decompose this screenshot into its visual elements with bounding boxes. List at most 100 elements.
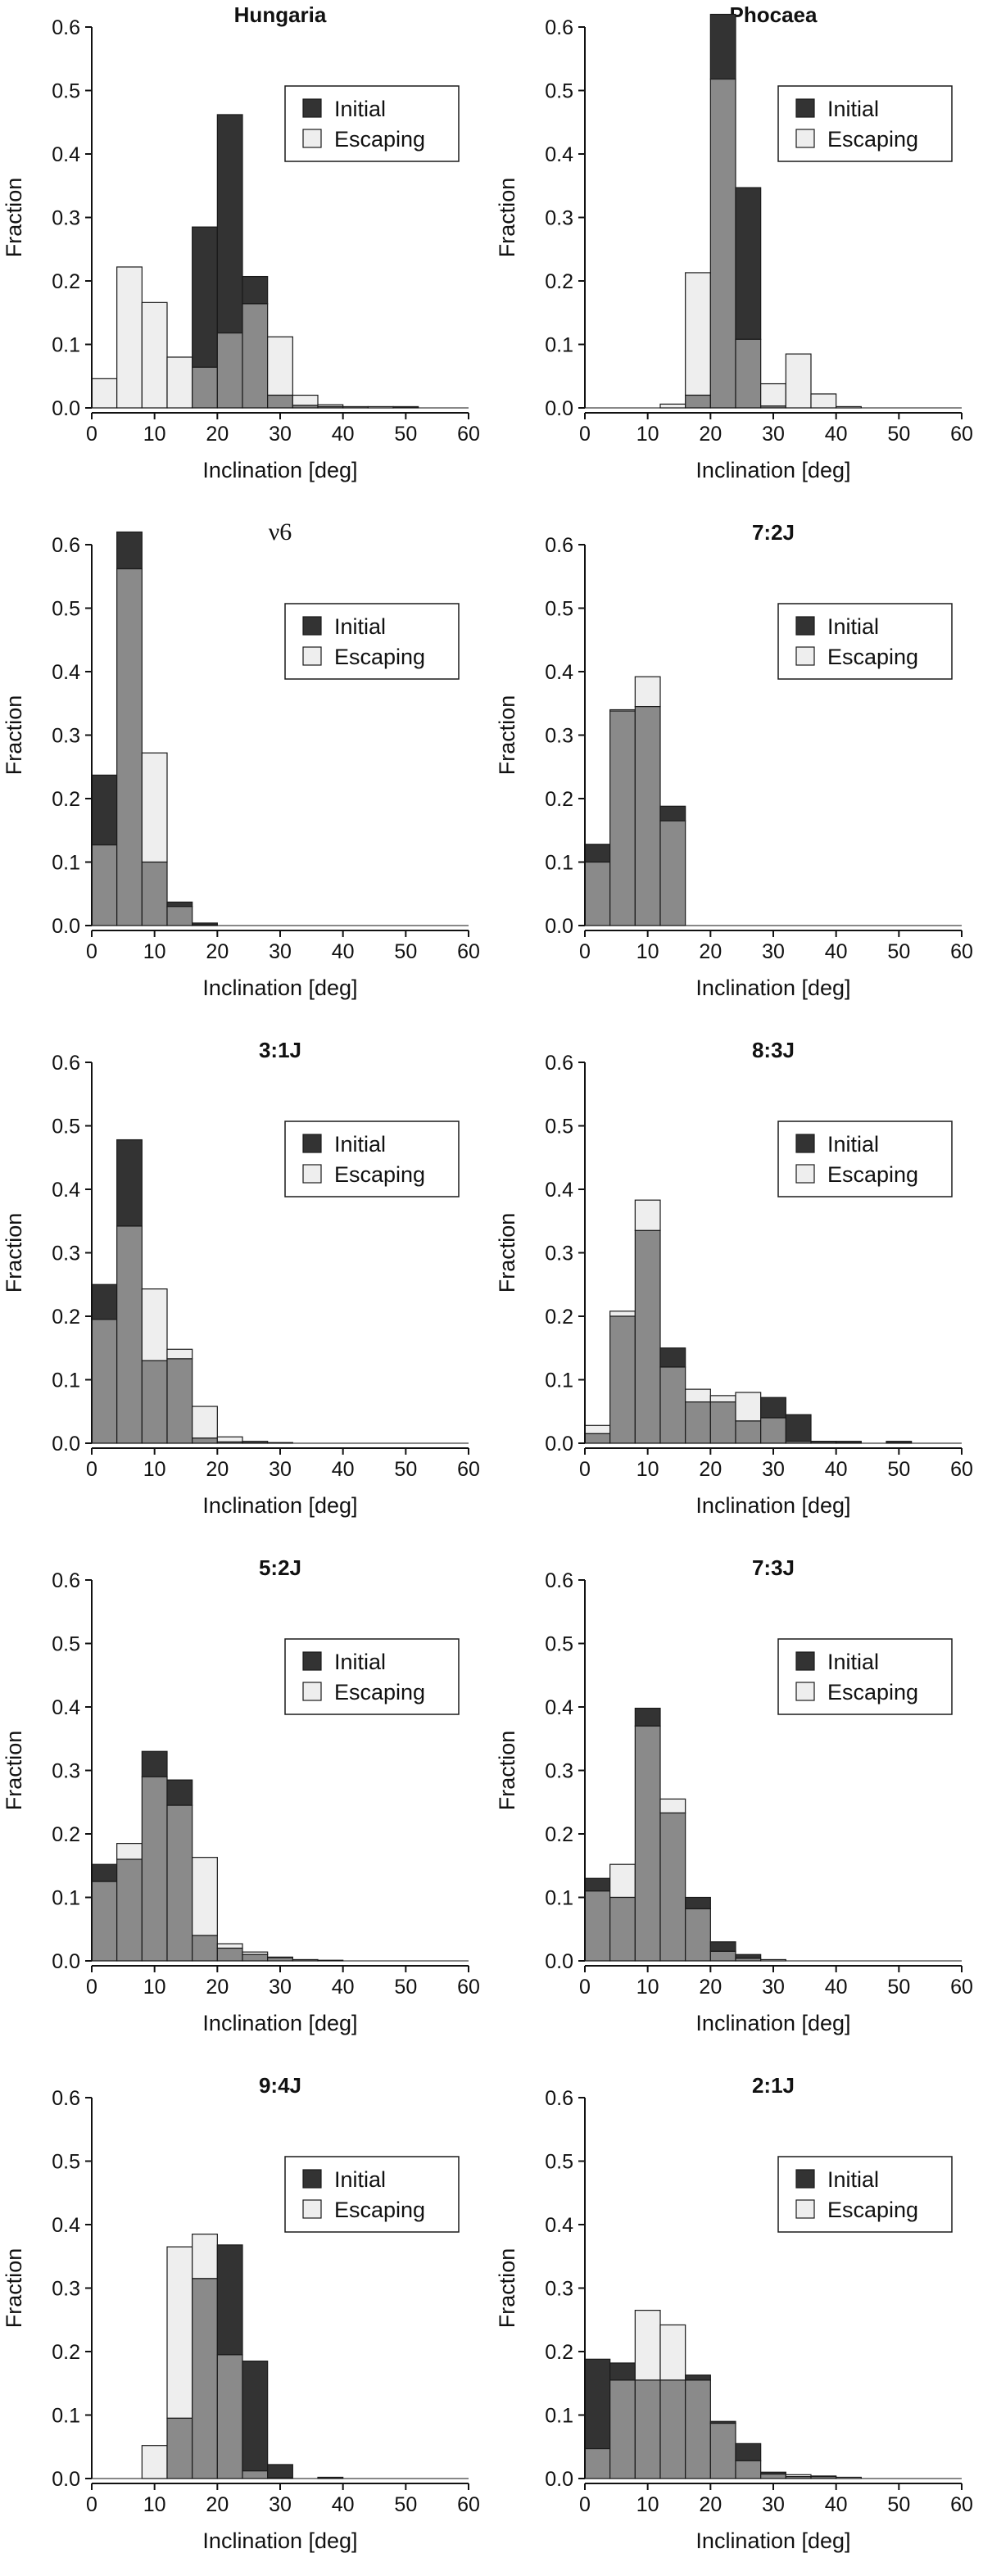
y-tick-label: 0.4 [52, 1696, 80, 1719]
x-tick-label: 0 [86, 1976, 97, 1999]
x-tick-label: 10 [636, 940, 659, 963]
overlap-bar [609, 2379, 636, 2479]
y-axis-label: Fraction [495, 1213, 519, 1293]
overlap-bar [735, 2460, 762, 2479]
escaping-bar [116, 266, 143, 409]
y-tick-label: 0.3 [52, 2278, 80, 2301]
panel-title: 7:2J [752, 520, 795, 545]
overlap-bar [709, 2422, 736, 2479]
y-tick-label: 0.0 [52, 915, 80, 938]
initial-bar [91, 1283, 118, 1320]
escaping-bar [166, 1348, 193, 1360]
overlap-bar [242, 1954, 269, 1962]
overlap-bar [216, 332, 243, 409]
x-tick-label: 50 [887, 2493, 910, 2516]
escaping-bar [141, 301, 168, 409]
legend-initial-label: Initial [827, 1650, 879, 1674]
overlap-bar [216, 2354, 243, 2479]
y-axis-label: Fraction [2, 1731, 26, 1811]
initial-bar [785, 1414, 812, 1442]
overlap-bar [192, 1437, 218, 1444]
y-tick-label: 0.6 [52, 1569, 80, 1592]
legend-box [777, 2156, 953, 2233]
escaping-bar [609, 1863, 636, 1899]
initial-bar [242, 275, 269, 305]
legend-escaping-label: Escaping [827, 645, 918, 669]
y-axis-label: Fraction [2, 695, 26, 776]
overlap-bar [760, 1417, 786, 1444]
x-tick-label: 50 [887, 1976, 910, 1999]
legend-escaping-label: Escaping [827, 127, 918, 152]
legend-initial-swatch [795, 616, 815, 636]
initial-bar [216, 114, 243, 334]
escaping-bar [709, 1395, 736, 1403]
legend-escaping-label: Escaping [334, 2198, 425, 2222]
legend-initial-label: Initial [334, 2167, 386, 2192]
overlap-bar [91, 1881, 118, 1962]
x-tick-label: 0 [86, 2493, 97, 2516]
x-tick-label: 40 [332, 2493, 355, 2516]
escaping-bar [685, 272, 711, 396]
y-tick-label: 0.6 [545, 16, 573, 39]
escaping-bar [192, 2234, 218, 2279]
y-tick-label: 0.2 [52, 1823, 80, 1846]
y-tick-label: 0.2 [52, 1306, 80, 1329]
y-tick-label: 0.6 [52, 16, 80, 39]
y-axis-label: Fraction [495, 695, 519, 776]
y-tick-label: 0.1 [545, 1369, 573, 1392]
initial-bar [735, 2442, 762, 2461]
y-tick-label: 0.5 [545, 1633, 573, 1656]
x-tick-label: 10 [636, 1458, 659, 1481]
legend-initial-swatch [795, 1651, 815, 1671]
y-tick-label: 0.2 [52, 788, 80, 811]
legend-initial-swatch [302, 1134, 322, 1153]
overlap-bar [659, 820, 686, 926]
overlap-bar [634, 706, 661, 926]
x-tick-label: 0 [579, 940, 591, 963]
y-tick-label: 0.0 [545, 915, 573, 938]
y-tick-label: 0.2 [52, 2341, 80, 2364]
panel-title: 3:1J [259, 1038, 301, 1062]
x-tick-label: 10 [636, 2493, 659, 2516]
x-tick-label: 50 [394, 423, 417, 446]
overlap-bar [685, 394, 711, 409]
y-tick-label: 0.3 [52, 207, 80, 230]
x-tick-label: 0 [86, 940, 97, 963]
x-axis-label: Inclination [deg] [202, 1493, 357, 1518]
y-tick-label: 0.5 [545, 2151, 573, 2174]
y-tick-label: 0.3 [52, 1243, 80, 1265]
legend-box [284, 1638, 460, 1715]
x-tick-label: 50 [887, 940, 910, 963]
legend-box [777, 1120, 953, 1197]
x-tick-label: 0 [86, 423, 97, 446]
x-tick-label: 40 [825, 1458, 848, 1481]
x-tick-label: 10 [143, 423, 166, 446]
legend: Initial Escaping [777, 1638, 953, 1715]
x-axis-label: Inclination [deg] [695, 2011, 850, 2035]
x-tick-label: 40 [825, 2493, 848, 2516]
x-tick-label: 30 [269, 940, 292, 963]
overlap-bar [242, 2470, 269, 2479]
panel-title: 5:2J [259, 1555, 301, 1580]
escaping-bar [192, 1857, 218, 1936]
x-tick-label: 60 [457, 423, 480, 446]
overlap-bar [609, 710, 636, 926]
overlap-bar [192, 366, 218, 409]
y-tick-label: 0.2 [545, 1306, 573, 1329]
legend-initial-swatch [795, 2169, 815, 2189]
legend-initial-label: Initial [334, 1132, 386, 1157]
x-axis-label: Inclination [deg] [202, 2011, 357, 2035]
x-tick-label: 60 [457, 1458, 480, 1481]
legend-escaping-label: Escaping [334, 1162, 425, 1187]
y-tick-label: 0.1 [52, 334, 80, 357]
escaping-bar [584, 1424, 611, 1434]
initial-bar [242, 2361, 269, 2472]
escaping-bar [192, 1406, 218, 1439]
x-tick-label: 30 [762, 940, 785, 963]
legend-escaping-label: Escaping [334, 1680, 425, 1705]
legend-initial-swatch [302, 2169, 322, 2189]
overlap-bar [685, 1401, 711, 1444]
legend: Initial Escaping [284, 1638, 460, 1715]
escaping-bar [141, 2445, 168, 2479]
overlap-bar [609, 1315, 636, 1444]
